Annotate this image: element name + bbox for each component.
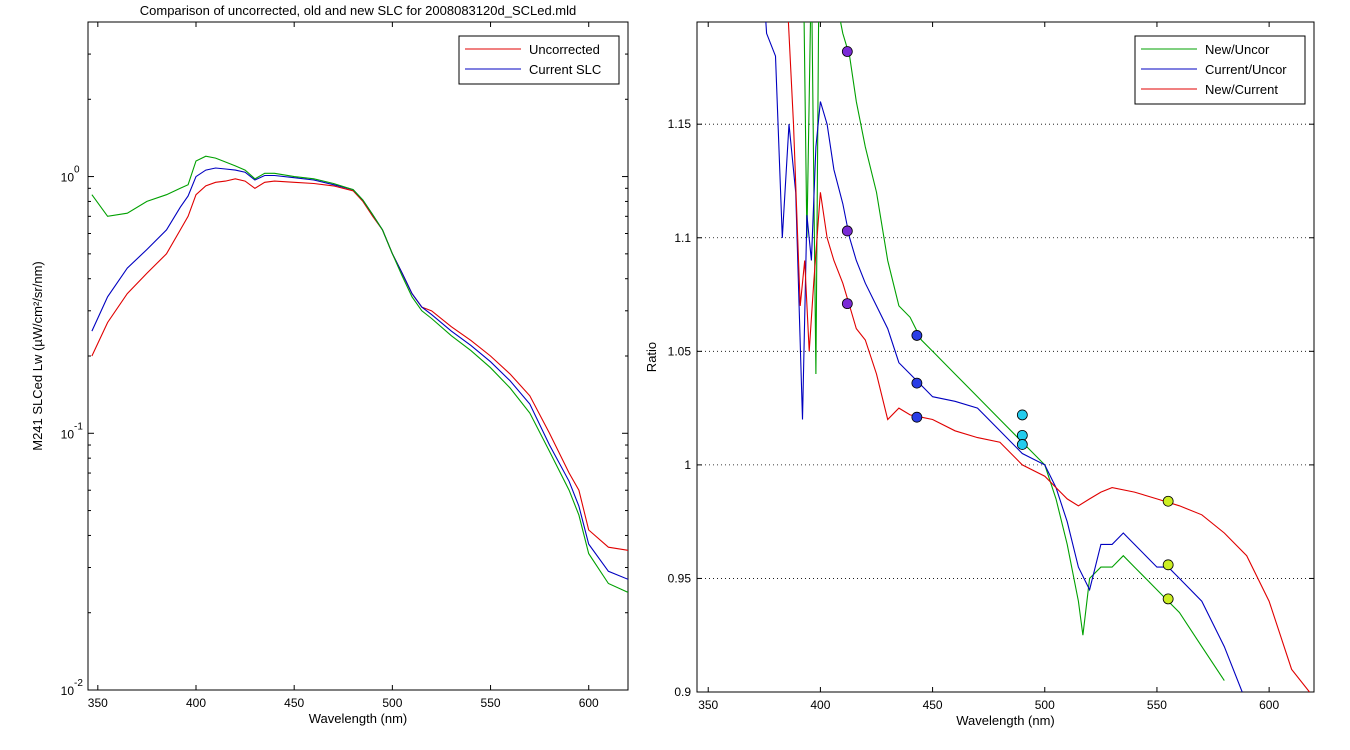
data-marker bbox=[911, 411, 923, 423]
y-tick-label: 0.9 bbox=[674, 685, 691, 699]
x-tick-label: 500 bbox=[1035, 698, 1055, 712]
y-axis-label: M241 SLCed Lw (µW/cm²/sr/nm) bbox=[30, 261, 45, 451]
y-tick-label: 1.15 bbox=[668, 117, 692, 131]
legend-entry: Current SLC bbox=[529, 62, 601, 77]
axes-box bbox=[87, 21, 629, 691]
y-tick-label: 1 bbox=[684, 458, 691, 472]
data-marker bbox=[1162, 559, 1174, 571]
x-tick-label: 600 bbox=[1259, 698, 1279, 712]
x-tick-label: 400 bbox=[810, 698, 830, 712]
chart-title: Comparison of uncorrected, old and new S… bbox=[140, 3, 577, 18]
x-tick-label: 350 bbox=[698, 698, 718, 712]
y-tick-base: 10 bbox=[61, 171, 75, 185]
axes-box bbox=[696, 21, 1315, 693]
x-axis-label: Wavelength (nm) bbox=[309, 711, 408, 726]
x-tick-label: 600 bbox=[579, 696, 599, 710]
chart-left: 350 400 450 500 550 60010-210-1100Wavelength … bbox=[30, 3, 629, 726]
y-axis-label: Ratio bbox=[644, 342, 659, 372]
y-tick-exponent: -1 bbox=[74, 421, 83, 432]
series-line-current-slc bbox=[91, 167, 628, 580]
legend-entry: New/Uncor bbox=[1205, 42, 1270, 57]
x-tick-label: 350 bbox=[88, 696, 108, 710]
x-tick-label: 500 bbox=[382, 696, 402, 710]
data-marker bbox=[911, 330, 923, 341]
y-tick-label: 1.05 bbox=[668, 344, 692, 358]
data-marker bbox=[841, 298, 853, 310]
data-marker bbox=[1162, 495, 1174, 507]
legend-entry: New/Current bbox=[1205, 82, 1278, 97]
x-tick-label: 450 bbox=[284, 696, 304, 710]
y-tick-label: 10-1 bbox=[61, 421, 84, 441]
y-tick-exponent: -2 bbox=[74, 678, 83, 689]
data-marker bbox=[1016, 429, 1028, 441]
y-tick-label: 10-2 bbox=[61, 678, 84, 698]
y-tick-label: 100 bbox=[61, 165, 80, 185]
x-axis-label: Wavelength (nm) bbox=[956, 713, 1055, 728]
legend: New/Uncor Current/Uncor New/Current bbox=[1134, 35, 1306, 105]
series-line-new-uncor bbox=[803, 22, 1225, 681]
y-tick-label: 0.95 bbox=[668, 571, 692, 585]
data-marker bbox=[1016, 439, 1028, 450]
x-tick-label: 450 bbox=[923, 698, 943, 712]
series-line-uncorrected bbox=[91, 178, 628, 551]
series-group bbox=[91, 155, 628, 593]
data-marker bbox=[1162, 593, 1174, 605]
y-tick-base: 10 bbox=[61, 427, 75, 441]
y-tick-label: 1.1 bbox=[674, 231, 691, 245]
data-marker bbox=[841, 225, 853, 237]
y-tick-base: 10 bbox=[61, 684, 75, 698]
data-marker bbox=[841, 46, 853, 57]
x-tick-label: 400 bbox=[186, 696, 206, 710]
series-line-new-slc bbox=[91, 155, 628, 593]
x-tick-label: 550 bbox=[481, 696, 501, 710]
chart-right: 350 400 450 500 550 600 0.9 0.95 1 1.05 1.1 1.15 Wav… bbox=[644, 21, 1315, 728]
legend-box bbox=[458, 35, 620, 85]
legend-entry: Uncorrected bbox=[529, 42, 600, 57]
legend-box bbox=[1134, 35, 1306, 105]
legend-entry: Current/Uncor bbox=[1205, 62, 1287, 77]
legend: Uncorrected Current SLC bbox=[458, 35, 620, 85]
y-tick-exponent: 0 bbox=[74, 165, 80, 176]
x-tick-label: 550 bbox=[1147, 698, 1167, 712]
data-marker bbox=[911, 377, 923, 389]
data-marker bbox=[1016, 409, 1028, 421]
